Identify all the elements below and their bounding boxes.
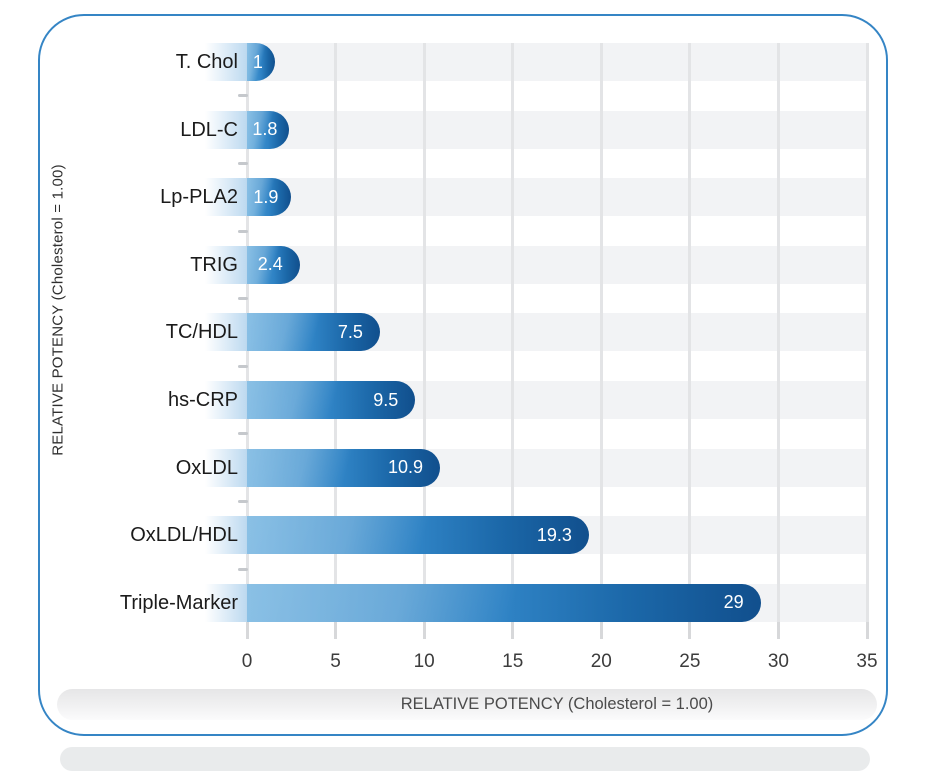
- row-band: [247, 43, 869, 81]
- bar-value-label: 1.8: [252, 119, 278, 140]
- x-axis-tick: [865, 622, 869, 639]
- x-tick-label: 0: [241, 651, 253, 672]
- row-fade: [205, 110, 247, 149]
- x-axis-title: RELATIVE POTENCY (Cholesterol = 1.00): [400, 695, 714, 713]
- bar: 2.4: [247, 245, 300, 284]
- category-label: OxLDL/HDL: [130, 524, 238, 547]
- category-divider-tick: [238, 364, 248, 368]
- bar: 10.9: [247, 448, 440, 487]
- category-label: OxLDL: [175, 456, 238, 479]
- x-axis-tick: [334, 622, 338, 639]
- row-band: [247, 245, 869, 284]
- bar: 1.8: [247, 110, 289, 149]
- category-divider-tick: [238, 161, 248, 165]
- bar-value-label: 1.9: [253, 186, 279, 207]
- category-divider-tick: [238, 229, 248, 233]
- card-shadow: [60, 747, 870, 771]
- bar: 29: [247, 583, 761, 622]
- bar-value-label: 29: [723, 592, 744, 613]
- row-band: [247, 110, 869, 149]
- category-label: TC/HDL: [165, 321, 238, 344]
- x-tick-label: 5: [330, 651, 341, 672]
- gridline: [688, 43, 692, 622]
- x-axis-tick: [688, 622, 692, 639]
- gridline: [422, 43, 426, 622]
- bar: 1: [247, 43, 275, 81]
- x-axis-tick: [599, 622, 603, 639]
- x-tick-label: 35: [856, 651, 878, 672]
- x-axis-tick: [422, 622, 426, 639]
- x-axis-tick: [511, 622, 515, 639]
- x-tick-label: 10: [413, 651, 435, 672]
- category-divider-tick: [238, 297, 248, 301]
- x-axis-tick: [245, 622, 249, 639]
- row-fade: [205, 43, 247, 81]
- row-fade: [205, 448, 247, 487]
- category-label: LDL-C: [180, 118, 238, 141]
- category-divider-tick: [238, 432, 248, 436]
- x-tick-label: 25: [679, 651, 701, 672]
- row-fade: [205, 245, 247, 284]
- bar: 9.5: [247, 381, 415, 419]
- category-label: Triple-Marker: [119, 591, 238, 614]
- category-divider-tick: [238, 499, 248, 503]
- bar: 7.5: [247, 313, 380, 352]
- category-divider-tick: [238, 94, 248, 98]
- x-tick-label: 15: [502, 651, 524, 672]
- x-tick-label: 30: [767, 651, 789, 672]
- row-fade: [205, 313, 247, 352]
- bar-value-label: 1: [252, 51, 263, 72]
- bar-value-label: 9.5: [373, 389, 399, 410]
- category-label: hs-CRP: [167, 389, 238, 411]
- x-tick-label: 20: [590, 651, 612, 672]
- row-fade: [205, 583, 247, 622]
- category-divider-tick: [238, 567, 248, 571]
- gridline: [599, 43, 603, 622]
- x-axis-title-band: [57, 689, 877, 720]
- row-band: [247, 178, 869, 217]
- row-fade: [205, 178, 247, 217]
- category-label: TRIG: [190, 253, 238, 276]
- category-label: Lp-PLA2: [160, 186, 238, 209]
- gridline: [776, 43, 780, 622]
- bar: 19.3: [247, 516, 589, 555]
- gridline: [865, 43, 869, 622]
- row-fade: [205, 516, 247, 555]
- bar-value-label: 10.9: [388, 457, 424, 478]
- bar: 1.9: [247, 178, 291, 217]
- bar-value-label: 19.3: [536, 524, 572, 545]
- bar-value-label: 2.4: [257, 254, 283, 275]
- row-fade: [205, 381, 247, 419]
- x-axis-tick: [776, 622, 780, 639]
- category-label: T. Chol: [175, 51, 238, 73]
- bar-value-label: 7.5: [337, 321, 363, 342]
- gridline: [511, 43, 515, 622]
